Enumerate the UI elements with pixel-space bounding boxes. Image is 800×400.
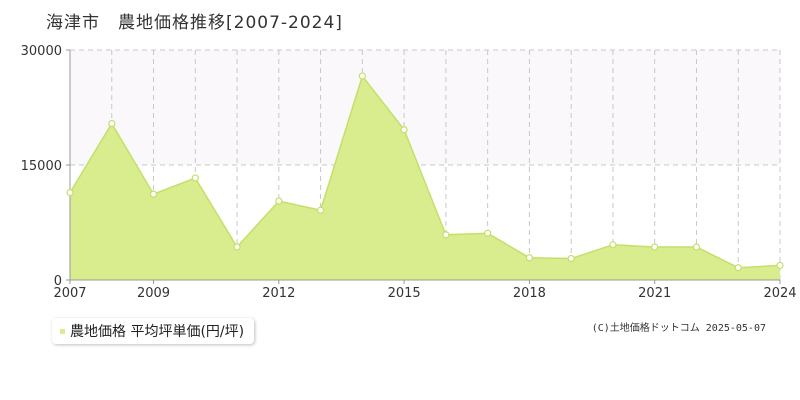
- data-point: [316, 206, 325, 214]
- y-tick-label: 0: [54, 274, 62, 289]
- x-tick-label: 2024: [763, 286, 796, 301]
- data-points: [66, 72, 784, 272]
- x-tick-label: 2018: [513, 286, 546, 301]
- x-tick-label: 2012: [262, 286, 295, 301]
- data-point: [233, 243, 241, 251]
- axes: [66, 49, 781, 284]
- data-point: [525, 254, 534, 262]
- data-point: [358, 72, 366, 80]
- legend-label: 農地価格 平均坪単価(円/坪): [70, 324, 245, 340]
- data-area: [69, 74, 781, 280]
- data-point: [609, 241, 617, 249]
- data-point: [275, 197, 283, 205]
- data-point: [400, 126, 408, 134]
- data-point: [734, 264, 742, 272]
- legend: 農地価格 平均坪単価(円/坪): [52, 318, 255, 344]
- y-tick-label: 15000: [21, 159, 62, 174]
- data-point: [776, 261, 784, 270]
- data-point: [651, 243, 659, 251]
- tick-labels: 0 15000 30000 2007 2009 2012 2015 2018 2021 2024: [21, 44, 797, 301]
- data-point: [66, 189, 74, 197]
- plot-background: [70, 50, 780, 165]
- data-point: [149, 190, 158, 198]
- x-tick-label: 2007: [53, 286, 86, 301]
- x-tick-label: 2009: [137, 286, 170, 301]
- data-point: [484, 229, 492, 237]
- y-tick-label: 30000: [21, 44, 62, 59]
- area-fill: [70, 76, 780, 280]
- copyright-credit: (C)土地価格ドットコム 2025-05-07: [591, 323, 766, 334]
- legend-swatch: [60, 328, 65, 334]
- data-point: [567, 254, 575, 263]
- data-point: [108, 119, 116, 128]
- series-line: [69, 74, 781, 269]
- x-tick-label: 2015: [388, 286, 421, 301]
- data-point: [442, 231, 450, 239]
- data-point: [191, 174, 199, 182]
- chart-title: 海津市 農地価格推移[2007-2024]: [46, 13, 343, 33]
- data-point: [692, 243, 701, 251]
- x-tick-label: 2021: [638, 286, 671, 301]
- plot-upper-band: [70, 50, 780, 165]
